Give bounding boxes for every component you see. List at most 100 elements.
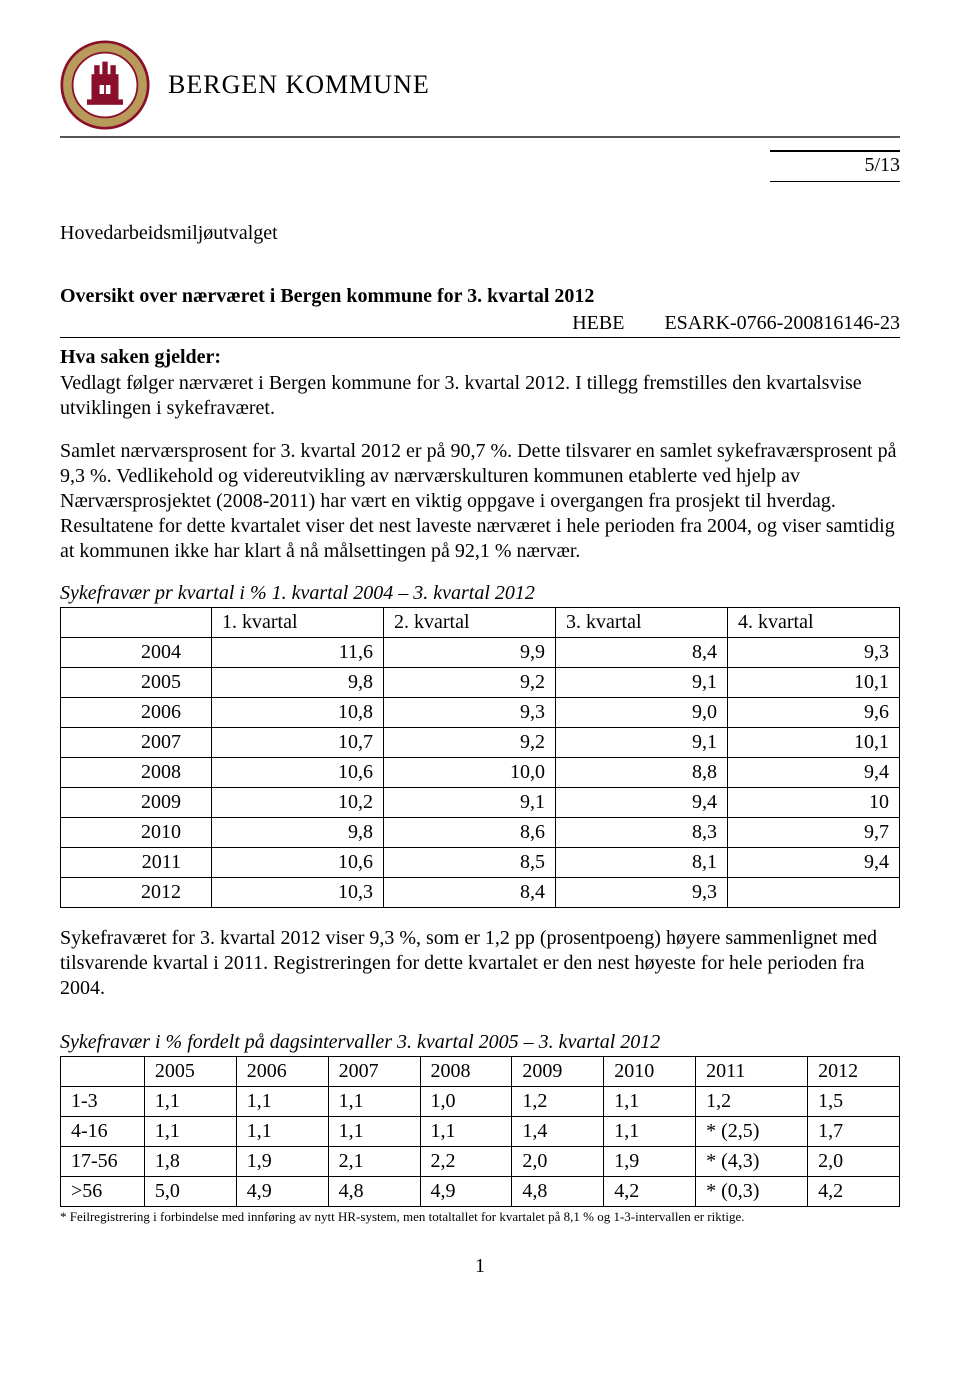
table1-cell: 9,4 [727,758,899,788]
table1-cell: 8,4 [384,878,556,908]
table-row: 201210,38,49,3 [61,878,900,908]
table2-cell: * (4,3) [696,1147,808,1177]
table1-cell: 10,1 [727,668,899,698]
table2-cell: 1,1 [144,1117,236,1147]
table2-cell: 5,0 [144,1177,236,1207]
table1-cell: 2011 [61,848,212,878]
page-header: BERGEN KOMMUNE [60,40,900,138]
table1-cell: 2004 [61,638,212,668]
table-quarterly: 1. kvartal2. kvartal3. kvartal4. kvartal… [60,607,900,908]
page-number: 5/13 [770,154,900,177]
table1-cell: 9,0 [555,698,727,728]
ref-code-2: ESARK-0766-200816146-23 [664,312,900,335]
table1-cell: 10 [727,788,899,818]
table2-cell: 1,1 [420,1117,512,1147]
table1-cell: 9,9 [384,638,556,668]
table2-cell: 1-3 [61,1087,145,1117]
table1-cell: 10,0 [384,758,556,788]
table2-cell: 4,2 [604,1177,696,1207]
table-row: 200610,89,39,09,6 [61,698,900,728]
table1-cell: 11,6 [212,638,384,668]
table2-cell: 1,1 [328,1087,420,1117]
table2-cell: 1,4 [512,1117,604,1147]
ref-code-1: HEBE [572,312,624,335]
table2-header-cell: 2006 [236,1057,328,1087]
table2-caption: Sykefravær i % fordelt på dagsintervalle… [60,1031,900,1054]
table1-cell: 8,1 [555,848,727,878]
table1-cell: 9,3 [555,878,727,908]
table1-cell: 2006 [61,698,212,728]
table2-cell: * (2,5) [696,1117,808,1147]
table1-cell: 9,1 [384,788,556,818]
table1-cell: 2012 [61,878,212,908]
table1-cell: 10,6 [212,758,384,788]
document-title: Oversikt over nærværet i Bergen kommune … [60,285,900,308]
table1-cell: 10,3 [212,878,384,908]
table2-header-cell: 2012 [808,1057,900,1087]
table2-cell: 1,8 [144,1147,236,1177]
table2-cell: 1,2 [696,1087,808,1117]
table-row: >565,04,94,84,94,84,2* (0,3)4,2 [61,1177,900,1207]
table2-header-cell: 2008 [420,1057,512,1087]
table1-header-cell: 3. kvartal [555,608,727,638]
table1-header-cell: 1. kvartal [212,608,384,638]
table2-cell: 1,1 [236,1087,328,1117]
table2-header-cell: 2011 [696,1057,808,1087]
table2-cell: 2,0 [512,1147,604,1177]
body-text-2: Sykefraværet for 3. kvartal 2012 viser 9… [60,926,900,1001]
table2-header-cell: 2009 [512,1057,604,1087]
paragraph-2: Samlet nærværsprosent for 3. kvartal 201… [60,439,900,564]
table1-cell: 9,1 [555,668,727,698]
table2-cell: 1,7 [808,1117,900,1147]
table2-cell: 2,2 [420,1147,512,1177]
table1-header-cell: 4. kvartal [727,608,899,638]
table1-cell: 2005 [61,668,212,698]
table-row: 200810,610,08,89,4 [61,758,900,788]
table1-cell: 9,6 [727,698,899,728]
org-logo [60,40,150,130]
section-heading: Hva saken gjelder: [60,346,900,369]
table1-cell: 2007 [61,728,212,758]
table1-cell: 2010 [61,818,212,848]
table2-cell: 4,2 [808,1177,900,1207]
table1-cell: 9,1 [555,728,727,758]
table1-cell: 8,3 [555,818,727,848]
table2-cell: 1,1 [236,1117,328,1147]
reference-row: HEBE ESARK-0766-200816146-23 [60,312,900,338]
table2-cell: 4,9 [420,1177,512,1207]
paragraph-1: Vedlagt følger nærværet i Bergen kommune… [60,371,900,421]
table-intervals: 200520062007200820092010201120121-31,11,… [60,1056,900,1207]
table-row: 4-161,11,11,11,11,41,1* (2,5)1,7 [61,1117,900,1147]
table1-cell: 9,2 [384,728,556,758]
table2-footnote: * Feilregistrering i forbindelse med inn… [60,1209,900,1225]
table1-header-cell [61,608,212,638]
table1-cell: 10,6 [212,848,384,878]
paragraph-3: Sykefraværet for 3. kvartal 2012 viser 9… [60,926,900,1001]
table2-cell: 1,9 [604,1147,696,1177]
table2-cell: 17-56 [61,1147,145,1177]
table2-cell: 1,1 [328,1117,420,1147]
table-row: 200411,69,98,49,3 [61,638,900,668]
table2-cell: 2,1 [328,1147,420,1177]
table-row: 20109,88,68,39,7 [61,818,900,848]
table-row: 201110,68,58,19,4 [61,848,900,878]
table2-cell: 1,1 [604,1087,696,1117]
table2-cell: 1,9 [236,1147,328,1177]
table2-cell: 2,0 [808,1147,900,1177]
table2-cell: 4-16 [61,1117,145,1147]
committee-name: Hovedarbeidsmiljøutvalget [60,222,900,245]
table1-cell: 10,1 [727,728,899,758]
table1-cell: 9,3 [384,698,556,728]
table2-cell: 1,1 [144,1087,236,1117]
table2-cell: 1,5 [808,1087,900,1117]
org-name: BERGEN KOMMUNE [168,70,430,100]
table-row: 17-561,81,92,12,22,01,9* (4,3)2,0 [61,1147,900,1177]
table1-cell: 9,4 [555,788,727,818]
page-number-block: 5/13 [770,150,900,182]
table1-caption: Sykefravær pr kvartal i % 1. kvartal 200… [60,582,900,605]
table1-cell: 9,8 [212,668,384,698]
table1-header-cell: 2. kvartal [384,608,556,638]
table1-cell [727,878,899,908]
table2-header-cell [61,1057,145,1087]
table1-cell: 8,5 [384,848,556,878]
